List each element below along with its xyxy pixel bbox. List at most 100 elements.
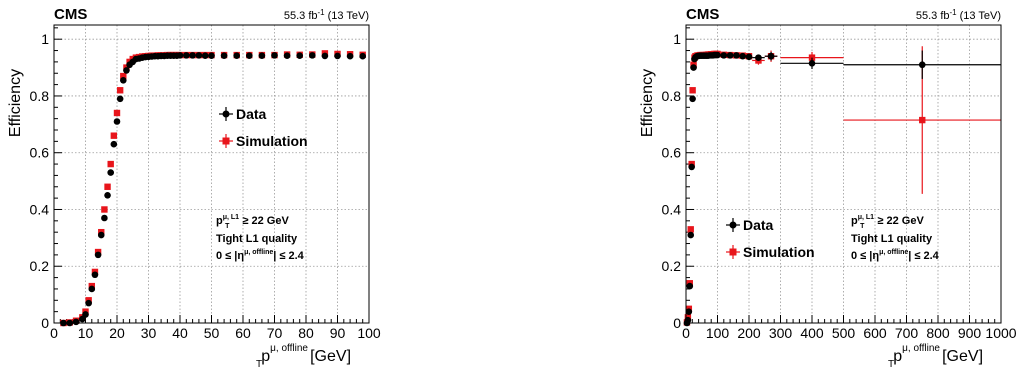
annotation-right: pμ, L1 T ≥ 22 GeV Tight L1 quality 0 ≤ |η… xyxy=(851,214,940,262)
x-tick-label: 800 xyxy=(926,325,950,341)
eta-right-left: | ≤ 2.4 xyxy=(273,250,304,262)
legend-data-label-right: Data xyxy=(743,217,774,233)
data-point xyxy=(690,64,697,71)
x-tick-label: 700 xyxy=(895,325,919,341)
data-point xyxy=(72,318,80,326)
x-tick-label: 60 xyxy=(235,325,251,341)
data-point xyxy=(687,231,695,239)
data-point xyxy=(101,214,108,222)
sim-point xyxy=(919,116,926,124)
x-tick-label: 400 xyxy=(800,325,824,341)
x-label-sub-right: T xyxy=(888,359,894,370)
legend-data-label-left: Data xyxy=(236,106,267,122)
data-point xyxy=(189,52,196,59)
eta-right-right: | ≤ 2.4 xyxy=(908,250,939,262)
x-tick-label: 900 xyxy=(958,325,982,341)
x-tick-label: 90 xyxy=(330,325,346,341)
legend-left: Data Simulation xyxy=(219,106,308,149)
data-point xyxy=(258,52,266,59)
data-point xyxy=(686,282,694,290)
cut-sub-right: T xyxy=(860,223,865,230)
eta-sup-right: μ, offline xyxy=(879,249,908,256)
legend-sim-marker-left xyxy=(219,134,233,148)
eta-left-left: 0 ≤ |η xyxy=(216,250,244,262)
y-tick-label: 0.2 xyxy=(30,258,50,274)
ticks-left: 0 10 20 30 40 50 60 70 80 90 100 0 0.2 0.4 0.6 0.8 1 xyxy=(30,27,381,341)
eta-label-left: 0 ≤ |ημ, offline| ≤ 2.4 xyxy=(216,249,305,262)
x-label-unit-left: [GeV] xyxy=(310,348,351,365)
x-label-unit-right: [GeV] xyxy=(942,348,983,365)
ticks-right: 0 100 200 300 400 500 600 700 800 900 1000 0 0.2 0.4 0… xyxy=(662,27,1017,341)
data-point xyxy=(120,77,127,84)
lumi-label-left: 55.3 fb-1 (13 TeV) xyxy=(284,8,369,22)
sim-point xyxy=(107,160,114,168)
data-point xyxy=(767,52,775,60)
sim-point xyxy=(689,87,696,94)
data-point xyxy=(107,169,114,176)
plot-frame-right xyxy=(685,24,1002,324)
lumi-energy-right: (13 TeV) xyxy=(960,10,1001,22)
sim-point xyxy=(120,72,127,80)
x-tick-label: 80 xyxy=(298,325,314,341)
marks-right xyxy=(683,46,1001,327)
cut-label-left: pμ, L1 T ≥ 22 GeV xyxy=(216,214,289,230)
legend-sim-label-left: Simulation xyxy=(236,133,308,149)
x-axis-label-right: pμ, offline T [GeV] xyxy=(888,343,983,370)
quality-label-right: Tight L1 quality xyxy=(851,233,933,245)
sim-point xyxy=(101,206,108,213)
cut-sup-left: μ, L1 xyxy=(223,214,239,221)
x-tick-label: 600 xyxy=(863,325,887,341)
y-tick-label: 0 xyxy=(41,315,49,331)
y-tick-label: 0.8 xyxy=(30,88,50,104)
data-point xyxy=(733,52,740,59)
x-tick-label: 50 xyxy=(204,325,220,341)
x-axis-label-left: pμ, offline T [GeV] xyxy=(256,343,351,370)
data-point xyxy=(689,95,696,103)
data-point xyxy=(104,191,111,199)
data-point xyxy=(283,52,291,59)
x-tick-label: 100 xyxy=(357,325,381,341)
x-tick-label: 0 xyxy=(682,325,690,341)
legend-data-marker-right xyxy=(726,218,740,232)
data-point xyxy=(808,60,816,67)
data-point xyxy=(88,285,96,293)
data-point xyxy=(176,52,184,59)
data-point xyxy=(685,308,693,315)
y-tick-label: 0.6 xyxy=(30,145,50,161)
grid-left xyxy=(54,25,369,323)
legend-data-marker-left xyxy=(219,107,233,121)
x-label-main-right: p xyxy=(893,348,902,365)
x-tick-label: 20 xyxy=(109,325,125,341)
data-point xyxy=(220,52,228,59)
data-point xyxy=(688,163,695,171)
data-point xyxy=(183,52,190,59)
data-point xyxy=(321,52,329,60)
lumi-energy-left: (13 TeV) xyxy=(328,10,369,22)
data-point xyxy=(85,299,92,307)
left-panel: 0 10 20 30 40 50 60 70 80 90 100 0 0.2 0.4 0.6 0.8 1 CMS… xyxy=(7,6,381,370)
lumi-value-left: 55.3 fb xyxy=(284,10,318,22)
quality-label-left: Tight L1 quality xyxy=(216,233,298,245)
sim-point xyxy=(104,183,111,190)
data-point xyxy=(271,52,278,59)
lumi-label-right: 55.3 fb-1 (13 TeV) xyxy=(916,8,1001,22)
data-point xyxy=(714,51,721,59)
y-tick-label: 1 xyxy=(673,31,681,47)
data-point xyxy=(94,251,102,259)
data-point xyxy=(201,52,209,59)
data-point xyxy=(116,95,124,103)
cut-rest-right: ≥ 22 GeV xyxy=(874,215,924,227)
data-point xyxy=(726,52,734,59)
data-point xyxy=(110,140,118,148)
data-point xyxy=(208,52,215,59)
data-point xyxy=(359,52,367,60)
legend-sim-label-right: Simulation xyxy=(743,244,815,260)
data-point xyxy=(720,52,728,59)
plot-frame-left xyxy=(53,24,370,324)
x-tick-label: 100 xyxy=(706,325,730,341)
cut-p-left: p xyxy=(216,215,223,227)
data-point xyxy=(296,52,304,59)
x-tick-label: 70 xyxy=(267,325,283,341)
legend-right: Data Simulation xyxy=(726,217,815,260)
y-tick-label: 0.4 xyxy=(30,201,50,217)
